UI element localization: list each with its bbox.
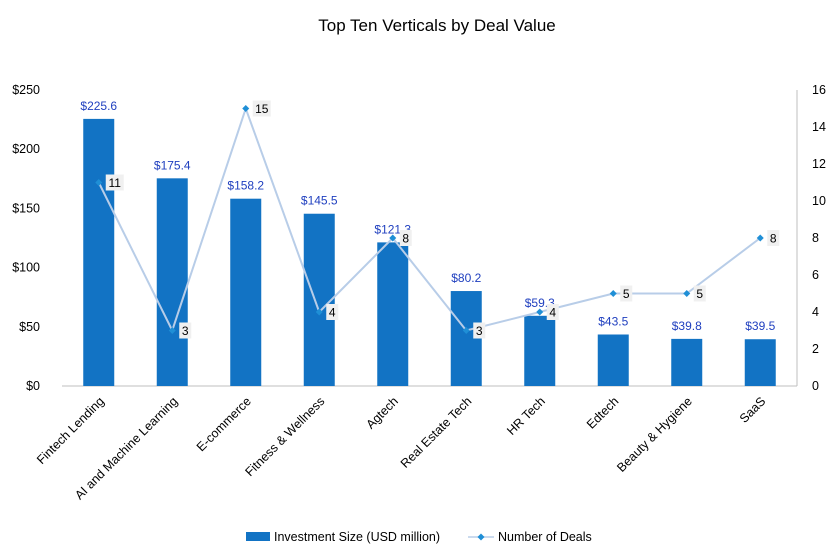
deals-value-label-text: 3 <box>182 324 189 338</box>
left-tick-label: $250 <box>12 83 40 97</box>
category-label: HR Tech <box>504 394 548 438</box>
deals-value-label-text: 8 <box>402 232 409 246</box>
deals-value-label: 15 <box>252 100 271 117</box>
deals-value-label-box <box>620 285 633 302</box>
deals-value-label-box <box>179 322 192 339</box>
deals-value-label: 4 <box>326 304 339 320</box>
deals-marker <box>168 327 176 334</box>
bar-value-label: $145.5 <box>301 194 338 208</box>
category-label: Beauty & Hygiene <box>614 394 695 475</box>
deals-value-label: 3 <box>179 322 192 339</box>
deals-line <box>97 105 761 334</box>
right-tick-label: 4 <box>812 305 819 319</box>
bars-series <box>83 118 776 387</box>
deals-marker <box>95 179 103 186</box>
deals-value-label-text: 3 <box>476 324 483 338</box>
bar-value-label: $225.6 <box>80 99 117 113</box>
deals-marker <box>609 290 617 297</box>
legend-line-marker <box>477 533 485 541</box>
bar-value-label: $39.5 <box>745 319 775 333</box>
right-tick-label: 0 <box>812 379 819 393</box>
legend-bar-label: Investment Size (USD million) <box>274 530 440 544</box>
bar-value-label: $80.2 <box>451 271 481 285</box>
category-label: Edtech <box>584 394 621 431</box>
legend-line-label: Number of Deals <box>498 530 592 544</box>
bar <box>230 198 262 386</box>
bar-value-label: $39.8 <box>672 319 702 333</box>
left-y-axis: $0 $50 $100 $150 $200 $250 <box>12 83 40 393</box>
deals-marker <box>389 234 397 242</box>
deals-marker <box>536 308 544 316</box>
deals-value-label-box <box>693 285 706 302</box>
deals-value-label: 8 <box>767 230 780 246</box>
bar <box>744 339 776 386</box>
deals-marker <box>242 105 250 112</box>
deals-value-label: 3 <box>473 322 486 339</box>
bar <box>671 338 703 386</box>
deals-value-label: 8 <box>399 230 412 246</box>
legend-bar-swatch <box>246 532 270 541</box>
bar <box>156 178 188 386</box>
deals-value-label-text: 5 <box>696 287 703 301</box>
right-tick-label: 16 <box>812 83 826 97</box>
bar-labels: $225.6$175.4$158.2$145.5$121.3$80.2$59.3… <box>80 99 775 333</box>
left-tick-label: $0 <box>26 379 40 393</box>
bar <box>303 213 335 386</box>
deals-marker <box>756 234 764 242</box>
deals-value-label-text: 5 <box>623 287 630 301</box>
deals-value-label: 11 <box>105 174 124 191</box>
deals-value-label-text: 4 <box>329 306 336 320</box>
bar <box>450 291 482 386</box>
deals-value-label-box <box>105 174 124 191</box>
left-tick-label: $100 <box>12 261 40 275</box>
chart-title: Top Ten Verticals by Deal Value <box>318 16 556 35</box>
bar-value-label: $43.5 <box>598 314 628 328</box>
bar-value-label: $175.4 <box>154 158 191 172</box>
category-label: Fitness & Wellness <box>242 394 327 479</box>
deals-value-label-box <box>399 230 412 246</box>
legend: Investment Size (USD million) Number of … <box>246 530 592 544</box>
point-labels: 11 3 15 4 8 3 4 5 5 8 <box>105 100 780 339</box>
category-label: SaaS <box>737 394 769 426</box>
deals-value-label-text: 15 <box>255 102 269 116</box>
right-tick-label: 10 <box>812 194 826 208</box>
bar <box>83 118 115 387</box>
deals-value-label: 4 <box>546 304 559 320</box>
deals-value-label-text: 4 <box>549 306 556 320</box>
deals-marker <box>462 327 470 334</box>
deals-value-label-box <box>767 230 780 246</box>
bar <box>377 242 409 386</box>
deals-value-label-box <box>252 100 271 117</box>
deals-value-label-box <box>546 304 559 320</box>
category-label: Fintech Lending <box>34 394 107 467</box>
left-tick-label: $150 <box>12 201 40 215</box>
category-label: Agtech <box>363 394 400 431</box>
deals-value-label: 5 <box>620 285 633 302</box>
right-tick-label: 12 <box>812 157 826 171</box>
bar-value-label: $158.2 <box>227 179 264 193</box>
left-tick-label: $50 <box>19 320 40 334</box>
deals-value-label-text: 8 <box>770 232 777 246</box>
right-tick-label: 8 <box>812 231 819 245</box>
deals-value-label-box <box>326 304 339 320</box>
left-tick-label: $200 <box>12 142 40 156</box>
line-series <box>95 105 764 334</box>
deals-marker <box>315 308 323 316</box>
right-tick-label: 2 <box>812 342 819 356</box>
category-label: E-commerce <box>194 394 254 454</box>
right-tick-label: 6 <box>812 268 819 282</box>
bar <box>524 315 556 386</box>
right-tick-label: 14 <box>812 120 826 134</box>
deals-value-label-text: 11 <box>109 176 122 190</box>
bar <box>597 334 629 386</box>
deals-value-label: 5 <box>693 285 706 302</box>
category-label: Real Estate Tech <box>398 394 475 471</box>
deals-marker <box>683 290 691 297</box>
deals-value-label-box <box>473 322 486 339</box>
